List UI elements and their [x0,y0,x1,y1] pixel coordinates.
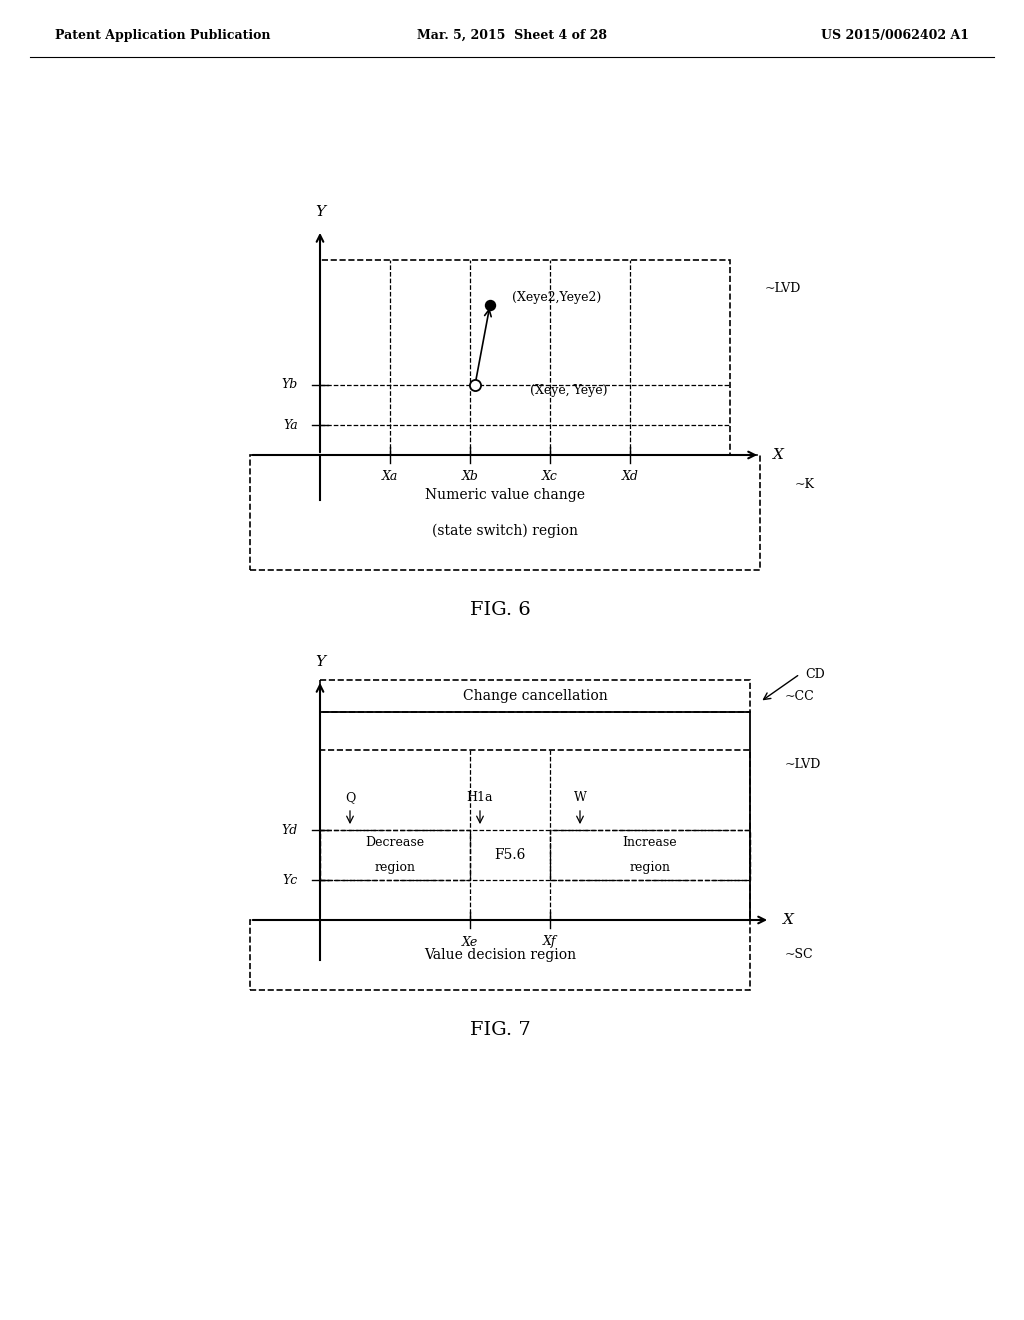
Text: Y: Y [315,655,325,669]
Bar [250,455,760,570]
Text: Value decision region: Value decision region [424,948,577,962]
Bar [319,830,470,880]
Text: ~SC: ~SC [785,949,814,961]
Text: Numeric value change: Numeric value change [425,487,585,502]
Text: ~LVD: ~LVD [785,759,821,771]
Text: Decrease: Decrease [366,837,425,850]
Text: Ya: Ya [284,418,298,432]
Bar [250,920,750,990]
Text: Xa: Xa [382,470,398,483]
Text: region: region [630,861,671,874]
Text: CD: CD [805,668,824,681]
Text: X: X [782,913,794,927]
Text: (Xeye2,Yeye2): (Xeye2,Yeye2) [512,290,601,304]
Bar [319,750,750,920]
Text: (state switch) region: (state switch) region [432,523,578,537]
Text: Mar. 5, 2015  Sheet 4 of 28: Mar. 5, 2015 Sheet 4 of 28 [417,29,607,41]
Text: FIG. 6: FIG. 6 [470,601,530,619]
Text: Patent Application Publication: Patent Application Publication [55,29,270,41]
Text: (Xeye, Yeye): (Xeye, Yeye) [530,384,607,396]
Text: ~K: ~K [795,479,815,491]
Text: Xb: Xb [462,470,478,483]
Bar [319,711,750,920]
Text: Xd: Xd [622,470,638,483]
Text: Yb: Yb [282,379,298,392]
Text: region: region [375,861,416,874]
Bar [319,680,750,711]
Text: ~LVD: ~LVD [765,281,802,294]
Text: Xc: Xc [542,470,558,483]
Text: F5.6: F5.6 [495,847,525,862]
Text: ~CC: ~CC [785,689,815,702]
Text: FIG. 7: FIG. 7 [470,1020,530,1039]
Text: X: X [772,447,783,462]
Bar [319,260,730,455]
Text: Q: Q [345,792,355,804]
Text: Yc: Yc [283,874,298,887]
Text: W: W [573,792,587,804]
Text: Xf: Xf [544,936,557,949]
Text: Increase: Increase [623,837,677,850]
Text: H1a: H1a [467,792,494,804]
Bar [550,830,750,880]
Text: Yd: Yd [282,824,298,837]
Text: Y: Y [315,205,325,219]
Text: Change cancellation: Change cancellation [463,689,607,704]
Text: Xe: Xe [462,936,478,949]
Text: US 2015/0062402 A1: US 2015/0062402 A1 [821,29,969,41]
